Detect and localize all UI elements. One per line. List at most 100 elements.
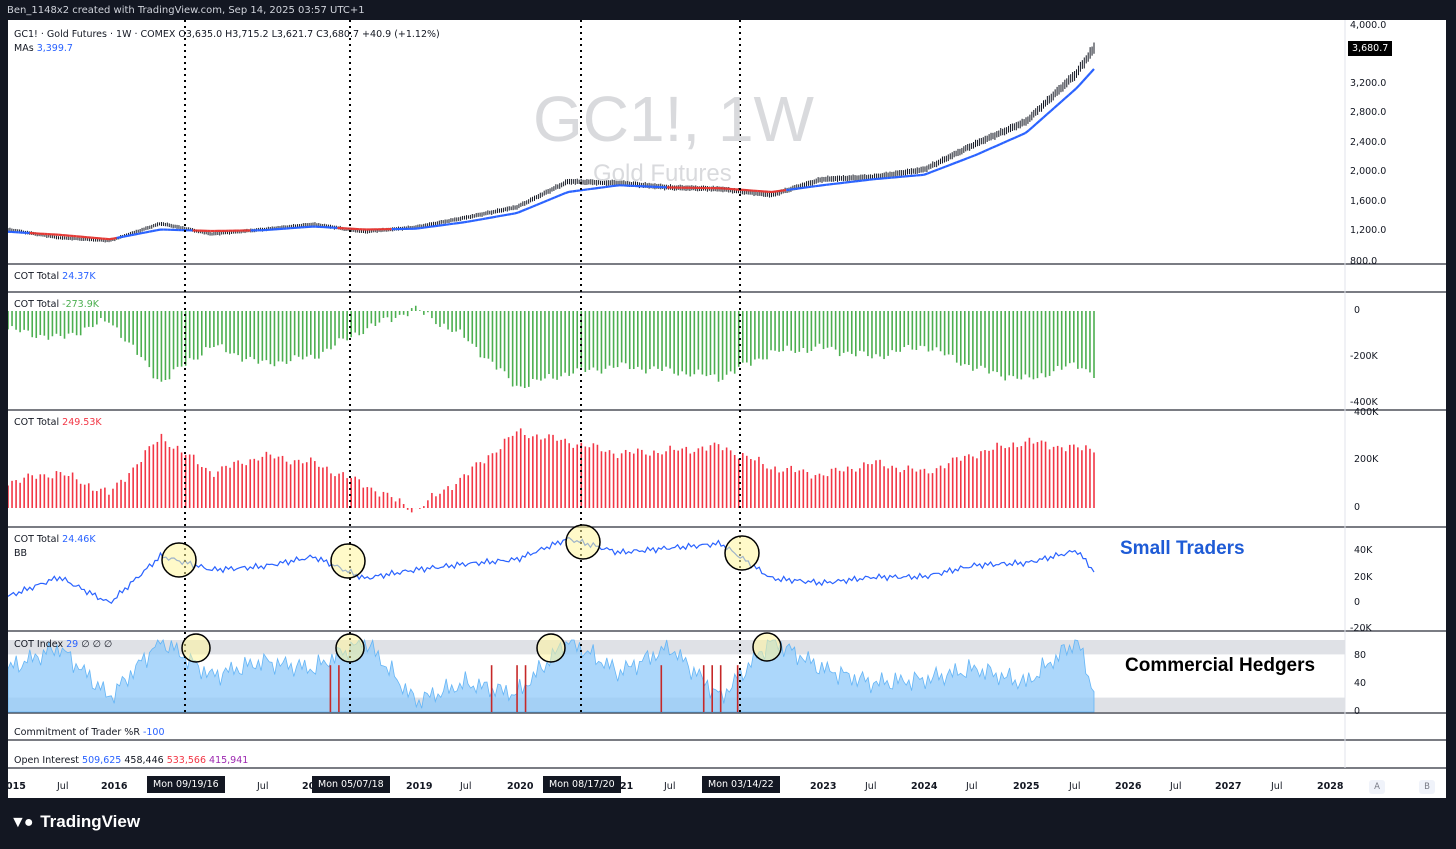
- ma-line-segment: [1057, 100, 1063, 106]
- ma-line-segment: [485, 216, 490, 220]
- cot-r-legend[interactable]: Commitment of Trader %R -100: [14, 727, 165, 738]
- chart-frame[interactable]: GC1! · Gold Futures · 1W · COMEX O3,635.…: [6, 20, 1446, 798]
- ma-line-segment: [1028, 126, 1034, 132]
- ma-legend-label: MAs: [14, 43, 34, 54]
- ma-line-segment: [1006, 138, 1012, 143]
- open-interest-legend[interactable]: Open Interest 509,625 458,446 533,566 41…: [14, 755, 249, 766]
- y-tick: 4,000.0: [1350, 20, 1387, 31]
- y-tick: -400K: [1350, 397, 1378, 408]
- x-tick: 2019: [406, 781, 433, 792]
- ma-line-segment: [145, 230, 150, 234]
- ma-legend-value: 3,399.7: [36, 43, 73, 54]
- ma-line-segment: [981, 149, 986, 154]
- x-tick: Jul: [1170, 781, 1182, 792]
- ma-line-segment: [952, 161, 957, 165]
- ma-line-segment: [1017, 133, 1023, 138]
- ma-legend[interactable]: MAs 3,399.7: [14, 43, 73, 54]
- ma-line-segment: [525, 206, 530, 211]
- ma-line-segment: [518, 209, 523, 214]
- ma-line-segment: [970, 154, 975, 158]
- x-tick: 2024: [911, 781, 938, 792]
- crosshair-date-label: Mon 05/07/18: [312, 776, 390, 793]
- x-tick: Jul: [257, 781, 269, 792]
- chart-canvas[interactable]: [8, 20, 1446, 798]
- y-tick: 0: [1354, 305, 1361, 316]
- ma-line-segment: [112, 236, 117, 240]
- x-tick: 21: [620, 781, 634, 792]
- y-tick: 80: [1354, 650, 1367, 661]
- ma-line-segment: [134, 232, 139, 236]
- ma-line-segment: [945, 164, 950, 168]
- ma-line-segment: [1078, 80, 1084, 86]
- ma-line-segment: [550, 196, 556, 201]
- ma-line-segment: [937, 166, 943, 171]
- ma-line-segment: [130, 233, 135, 237]
- x-tick: 2027: [1215, 781, 1242, 792]
- ma-line-segment: [554, 194, 559, 199]
- x-tick: Jul: [1069, 781, 1081, 792]
- ma-line-segment: [536, 202, 541, 206]
- main-legend[interactable]: GC1! · Gold Futures · 1W · COMEX O3,635.…: [14, 29, 440, 40]
- y-tick: 0: [1354, 706, 1361, 717]
- x-tick: 015: [6, 781, 26, 792]
- bb-legend: BB: [14, 548, 28, 559]
- cot3-legend[interactable]: COT Total 249.53K: [14, 417, 102, 428]
- ma-line-segment: [934, 168, 939, 172]
- tradingview-logo-icon: ▼●: [10, 814, 33, 831]
- ma-line-segment: [543, 199, 548, 204]
- cot-index-legend[interactable]: COT Index 29 ∅ ∅ ∅: [14, 639, 113, 650]
- tradingview-logo[interactable]: ▼● TradingView: [10, 812, 140, 832]
- ma-line-segment: [521, 208, 527, 212]
- commercial-hedgers-annotation: Commercial Hedgers: [1125, 655, 1316, 676]
- auto-scale-button[interactable]: A: [1369, 780, 1385, 794]
- cot2-legend[interactable]: COT Total -273.9K: [14, 299, 100, 310]
- ma-line-segment: [988, 146, 994, 151]
- ma-line-segment: [463, 220, 468, 224]
- ma-line-segment: [1046, 110, 1052, 116]
- x-tick: Jul: [865, 781, 877, 792]
- small-traders-highlight-circle: [161, 542, 197, 578]
- x-tick: Jul: [966, 781, 978, 792]
- y-tick: -200K: [1350, 351, 1378, 362]
- ma-line-segment: [1060, 97, 1066, 103]
- hedgers-highlight-circle: [752, 632, 782, 662]
- ma-line-segment: [127, 234, 132, 237]
- hedgers-highlight-circle: [335, 633, 365, 663]
- ma-line-segment: [948, 162, 954, 167]
- small-traders-annotation: Small Traders: [1120, 538, 1245, 559]
- tradingview-brand-text: TradingView: [40, 812, 141, 831]
- ma-line-segment: [116, 236, 121, 240]
- ma-line-segment: [1021, 132, 1026, 136]
- ma-line-segment: [539, 200, 545, 205]
- ma-line-segment: [557, 193, 563, 198]
- ma-line-segment: [471, 219, 476, 223]
- cot1-legend[interactable]: COT Total 24.37K: [14, 271, 96, 282]
- crosshair-date-label: Mon 03/14/22: [702, 776, 780, 793]
- crosshair-date-label: Mon 08/17/20: [543, 776, 621, 793]
- main-legend-ohlc: O3,635.0 H3,715.2 L3,621.7 C3,680.7 +40.…: [178, 29, 440, 40]
- ma-line-segment: [1031, 123, 1037, 128]
- y-tick: 2,400.0: [1350, 137, 1387, 148]
- ma-line-segment: [995, 143, 1001, 147]
- ma-line-segment: [478, 218, 483, 221]
- ma-line-segment: [141, 231, 146, 235]
- x-tick: 2025: [1013, 781, 1040, 792]
- y-tick: 0: [1354, 502, 1361, 513]
- created-by-text: Ben_1148x2 created with TradingView.com,…: [7, 5, 365, 16]
- ma-line-segment: [503, 213, 508, 217]
- ma-line-segment: [138, 232, 143, 235]
- ma-line-segment: [1064, 94, 1070, 100]
- scale-b-button[interactable]: B: [1419, 780, 1435, 794]
- ma-line-segment: [1049, 107, 1055, 112]
- ma-line-segment: [510, 212, 515, 216]
- ma-line-segment: [467, 219, 472, 223]
- watermark-symbol: GC1!, 1W: [533, 83, 814, 155]
- x-tick: 2023: [810, 781, 837, 792]
- ma-line-segment: [930, 169, 936, 174]
- ma-line-segment: [120, 235, 125, 239]
- chart-header-bar: Ben_1148x2 created with TradingView.com,…: [0, 0, 1456, 20]
- ma-line-segment: [1013, 135, 1019, 139]
- cot4-legend[interactable]: COT Total 24.46K: [14, 534, 96, 545]
- y-tick: 0: [1354, 597, 1361, 608]
- x-tick: 2016: [101, 781, 128, 792]
